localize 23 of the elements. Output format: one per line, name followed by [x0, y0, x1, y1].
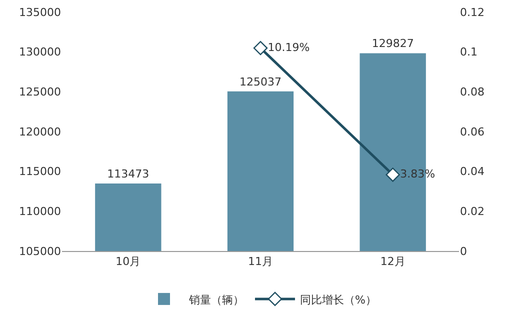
legend-label: 同比增长（%） [300, 293, 376, 306]
data-label: 129827 [372, 37, 414, 50]
y2-tick-label: 0.04 [460, 165, 484, 178]
y-tick-label: 105000 [19, 244, 61, 258]
legend-label: 销量（辆） [188, 293, 244, 306]
y-tick-label: 135000 [19, 6, 61, 19]
y-tick-label: 125000 [19, 86, 61, 99]
y2-tick-label: 0.1 [460, 46, 478, 59]
y2-tick-label: 0.08 [460, 86, 484, 99]
y2-tick-label: 0.02 [460, 205, 484, 218]
x-tick-label: 10月 [116, 255, 141, 268]
y-tick-label: 115000 [19, 165, 61, 178]
y2-tick-label: 0.12 [460, 6, 484, 19]
data-label: 10.19% [268, 40, 310, 54]
x-tick-label: 12月 [380, 255, 406, 268]
data-label: 113473 [107, 168, 150, 180]
y-tick-label: 120000 [19, 125, 61, 138]
y2-tick-label: 0 [460, 244, 467, 258]
y-tick-label: 130000 [19, 46, 61, 59]
x-tick-label: 11月 [248, 255, 273, 268]
y2-tick-label: 0.06 [460, 125, 484, 138]
data-label: 125037 [240, 75, 282, 88]
y-tick-label: 110000 [19, 205, 61, 218]
